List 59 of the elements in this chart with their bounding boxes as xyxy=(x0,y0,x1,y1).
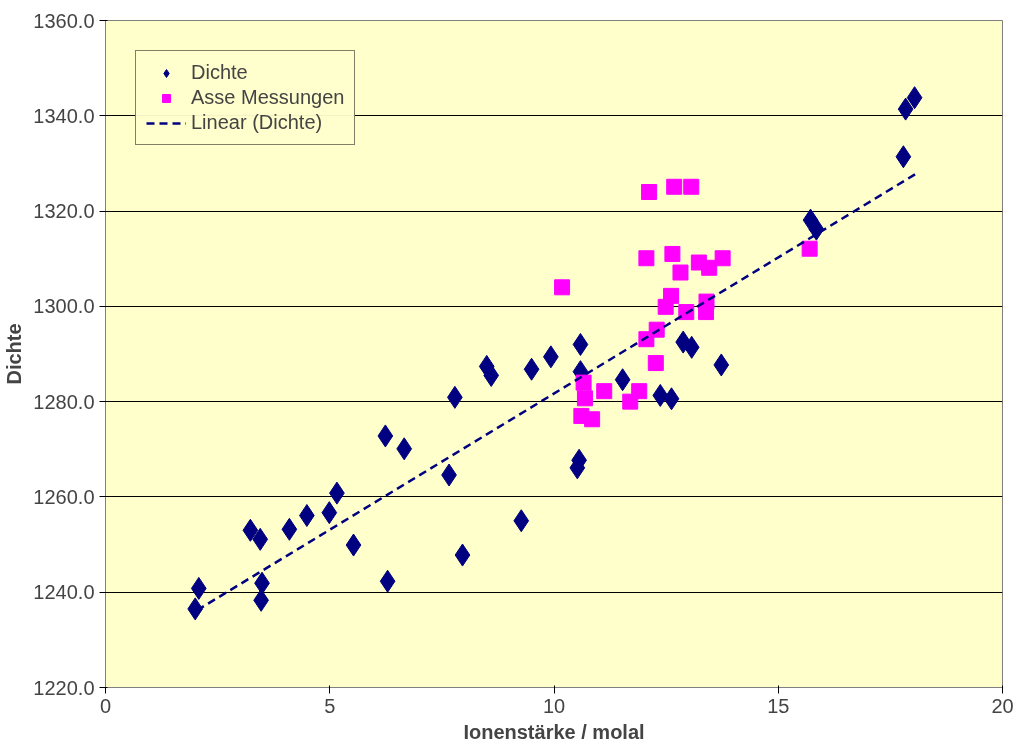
y-tick-label: 1280.0 xyxy=(33,390,95,413)
point xyxy=(187,597,204,621)
point xyxy=(663,387,680,411)
point xyxy=(801,240,818,257)
legend-label: Dichte xyxy=(191,61,248,84)
y-tick-label: 1260.0 xyxy=(33,485,95,508)
y-tick-label: 1340.0 xyxy=(33,104,95,127)
legend-label: Asse Messungen xyxy=(191,86,345,109)
point xyxy=(513,509,530,533)
x-tick-label: 15 xyxy=(767,694,790,717)
point xyxy=(379,569,396,593)
point xyxy=(638,250,655,267)
point xyxy=(714,250,731,267)
y-axis-title: Dichte xyxy=(3,323,26,385)
point xyxy=(701,259,718,276)
point xyxy=(713,353,730,377)
point xyxy=(575,374,592,391)
point xyxy=(576,390,593,407)
point xyxy=(895,145,912,169)
point xyxy=(252,527,269,551)
point xyxy=(657,298,674,315)
point xyxy=(614,368,631,392)
point xyxy=(664,245,681,262)
point xyxy=(396,437,413,461)
y-tick-label: 1360.0 xyxy=(33,9,95,32)
point xyxy=(666,178,683,195)
point xyxy=(377,424,394,448)
y-tick-label: 1300.0 xyxy=(33,295,95,318)
point xyxy=(190,576,207,600)
point xyxy=(572,332,589,356)
point xyxy=(523,357,540,381)
point xyxy=(281,517,298,541)
point xyxy=(647,355,664,372)
point xyxy=(652,383,669,407)
point xyxy=(808,217,825,241)
x-tick-label: 0 xyxy=(99,694,112,717)
point xyxy=(897,97,914,121)
point xyxy=(906,86,923,110)
point xyxy=(672,264,689,281)
x-tick-label: 5 xyxy=(324,694,336,717)
point xyxy=(321,501,338,525)
point xyxy=(683,335,700,359)
point xyxy=(641,184,658,201)
point xyxy=(698,304,715,321)
y-tick-label: 1320.0 xyxy=(33,200,95,223)
point xyxy=(596,383,613,400)
x-tick-label: 20 xyxy=(991,694,1014,717)
x-axis-title: Ionenstärke / molal xyxy=(463,720,645,743)
x-tick-label: 10 xyxy=(542,694,566,717)
y-tick-label: 1220.0 xyxy=(33,676,95,699)
point xyxy=(631,383,648,400)
point xyxy=(242,518,259,542)
y-tick-label: 1240.0 xyxy=(33,581,95,604)
point xyxy=(554,279,571,296)
point xyxy=(345,533,362,557)
point xyxy=(584,411,601,428)
legend-label: Linear (Dichte) xyxy=(191,111,323,134)
point xyxy=(683,178,700,195)
point xyxy=(454,543,471,567)
